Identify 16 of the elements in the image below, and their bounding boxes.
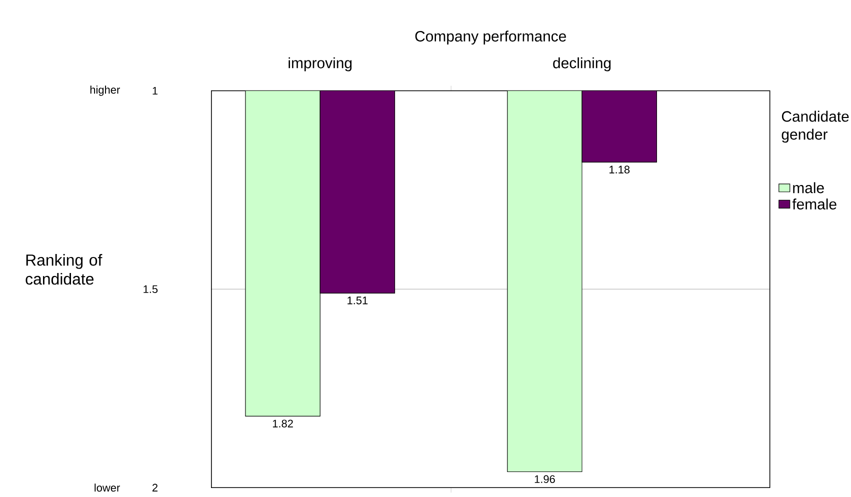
data-label: 1.18 bbox=[610, 166, 630, 174]
text: lower bbox=[94, 484, 120, 492]
y-tick-label: 1.5 bbox=[144, 286, 158, 294]
y-tick-label: 1 bbox=[152, 87, 158, 95]
legend-label: male bbox=[793, 182, 824, 194]
y-tick-label: 2 bbox=[152, 484, 158, 492]
x-axis-title: Company performance bbox=[415, 30, 566, 45]
text: higher bbox=[90, 86, 120, 96]
x-tick-label: improving bbox=[288, 58, 352, 72]
data-label: 1.51 bbox=[348, 296, 368, 305]
data-label: 1.96 bbox=[534, 475, 555, 484]
x-tick-label: declining bbox=[553, 58, 611, 72]
y-axis-title: Ranking of candidate bbox=[26, 254, 102, 285]
legend-title: Candidate gender bbox=[782, 110, 849, 143]
data-label: 1.82 bbox=[272, 420, 293, 428]
legend-label: female bbox=[792, 198, 836, 210]
